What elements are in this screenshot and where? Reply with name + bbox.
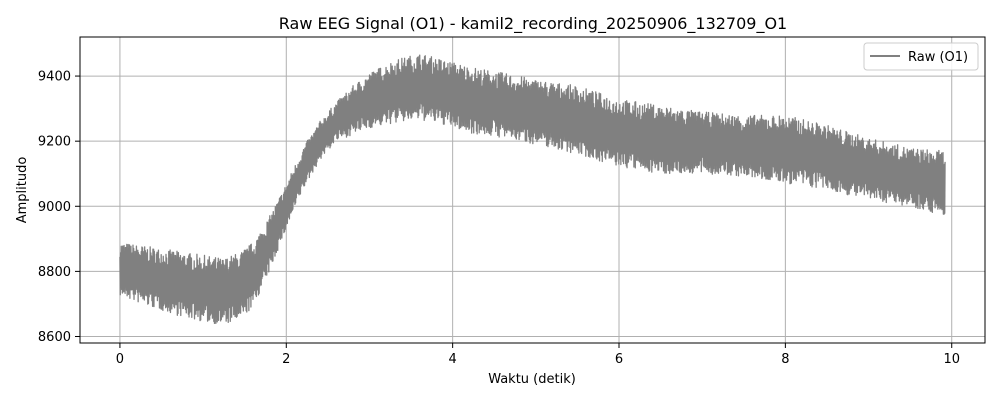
y-tick-label: 9000 bbox=[38, 200, 71, 215]
x-tick-label: 4 bbox=[449, 352, 457, 367]
x-axis-label: Waktu (detik) bbox=[488, 372, 576, 387]
chart-title: Raw EEG Signal (O1) - kamil2_recording_2… bbox=[279, 14, 787, 34]
x-tick-label: 0 bbox=[116, 352, 124, 367]
x-tick-label: 10 bbox=[943, 352, 960, 367]
legend-box bbox=[863, 42, 979, 71]
y-tick-label: 9400 bbox=[38, 70, 71, 85]
y-tick-label: 9200 bbox=[38, 135, 71, 150]
legend: Raw (O1) bbox=[863, 42, 979, 71]
x-tick-label: 2 bbox=[282, 352, 290, 367]
plot-frame bbox=[79, 36, 986, 344]
x-tick-label: 6 bbox=[615, 352, 623, 367]
y-tick-label: 8600 bbox=[38, 330, 71, 345]
y-tick-label: 8800 bbox=[38, 265, 71, 280]
tick-layer: 0 2 4 6 8 10 8600 8800 9000 9200 9400 bbox=[38, 70, 960, 367]
y-axis-label: Amplitudo bbox=[15, 157, 30, 224]
x-tick-label: 8 bbox=[781, 352, 789, 367]
series-line-raw-o1 bbox=[119, 54, 946, 325]
legend-label: Raw (O1) bbox=[908, 50, 968, 65]
series-layer bbox=[119, 54, 946, 325]
